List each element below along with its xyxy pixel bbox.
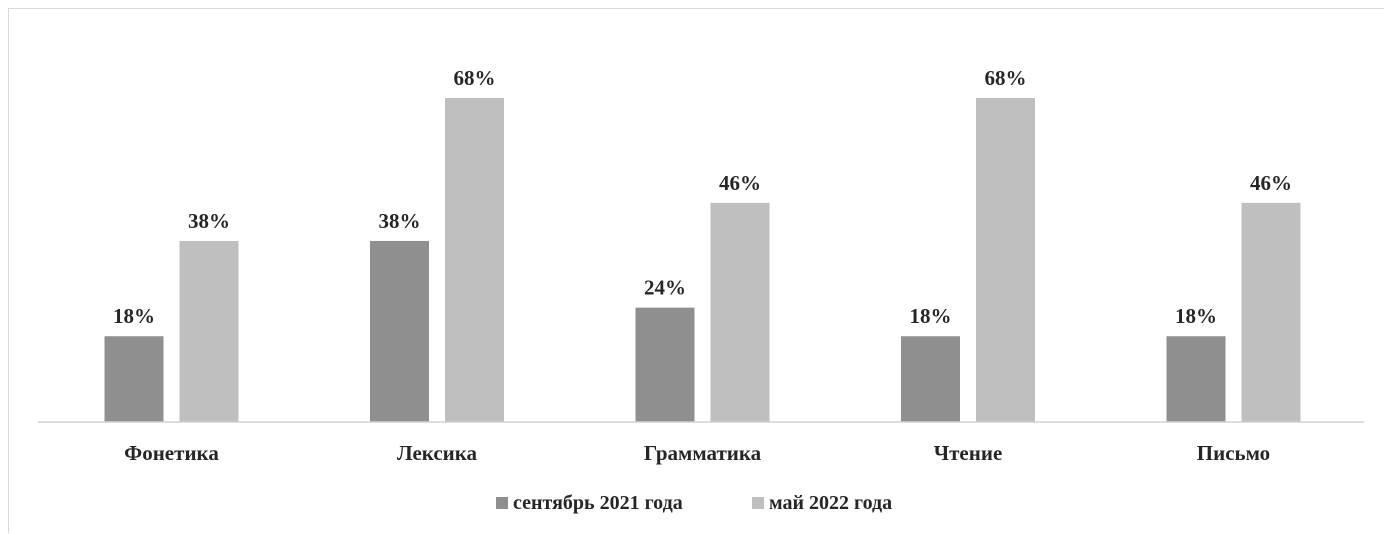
data-label-sep2021-3: 18% (910, 304, 952, 328)
data-label-may2022-2: 46% (719, 171, 761, 195)
x-tick-label-4: Письмо (1197, 441, 1270, 465)
data-label-sep2021-2: 24% (644, 276, 686, 300)
data-label-sep2021-0: 18% (113, 304, 155, 328)
bar-may2022-4 (1241, 202, 1301, 422)
legend-label-0: сентябрь 2021 года (513, 492, 683, 514)
bars-layer: 18% 38% 38% 68% 24% 46% 18% 68% 18% 46% (104, 66, 1301, 422)
bar-sep2021-3 (901, 336, 960, 422)
x-tick-label-3: Чтение (934, 441, 1003, 465)
chart-frame (8, 8, 1384, 533)
data-label-may2022-4: 46% (1250, 171, 1292, 195)
bar-may2022-2 (710, 202, 770, 422)
data-label-sep2021-4: 18% (1175, 304, 1217, 328)
bar-sep2021-2 (635, 307, 695, 422)
data-label-may2022-1: 68% (454, 66, 496, 90)
legend-label-1: май 2022 года (769, 492, 892, 514)
x-tick-label-0: Фонетика (124, 441, 219, 465)
bar-may2022-3 (976, 98, 1035, 422)
bar-sep2021-0 (104, 336, 164, 422)
data-label-may2022-3: 68% (985, 66, 1027, 90)
x-tick-label-2: Грамматика (644, 441, 762, 465)
legend-swatch-0 (496, 497, 508, 509)
data-label-may2022-0: 38% (188, 209, 230, 233)
data-label-sep2021-1: 38% (379, 209, 421, 233)
bar-sep2021-4 (1166, 336, 1226, 422)
bar-sep2021-1 (370, 240, 429, 422)
legend: сентябрь 2021 года май 2022 года (496, 492, 892, 514)
x-tick-label-1: Лексика (397, 441, 478, 465)
bar-may2022-1 (445, 98, 504, 422)
legend-swatch-1 (752, 497, 764, 509)
bar-may2022-0 (179, 240, 239, 422)
x-axis-labels: Фонетика Лексика Грамматика Чтение Письмо (124, 441, 1270, 465)
